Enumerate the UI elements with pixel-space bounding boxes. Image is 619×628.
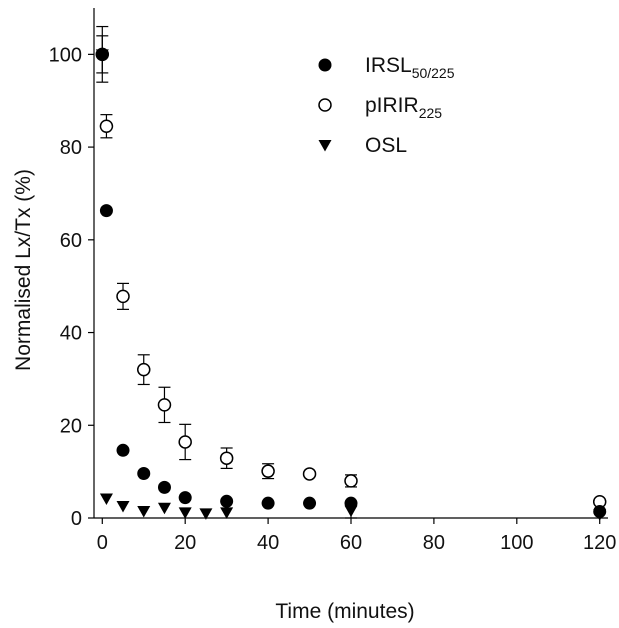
y-tick-label: 100 [49,44,82,66]
series-irsl [95,47,607,519]
data-point [99,119,114,133]
data-point [116,443,130,457]
x-tick-label: 120 [583,532,616,554]
y-tick-label: 20 [60,415,82,437]
legend-marker [318,58,332,72]
x-tick-label: 20 [174,532,196,554]
x-tick-label: 100 [500,532,533,554]
series-osl [95,25,607,521]
data-point [157,502,171,515]
data-point [220,494,234,508]
x-tick-label: 40 [257,532,279,554]
y-axis-label: Normalised Lx/Tx (%) [12,169,35,371]
data-point [199,508,213,520]
data-point [137,466,151,480]
data-point [261,496,275,510]
data-point [137,506,151,518]
data-point [178,435,192,449]
data-point [219,451,234,465]
data-point [178,491,192,505]
data-point [136,362,151,377]
legend-label: OSL [365,134,407,157]
data-point [157,480,171,494]
legend-marker [318,98,332,112]
series-pirir [95,35,607,509]
x-tick-label: 60 [340,532,362,554]
axes: 0 20 40 60 80 100 120 0 20 40 60 80 100 [49,8,616,554]
data-point [116,289,130,304]
data-point [303,496,317,510]
x-tick-label: 80 [423,532,445,554]
legend-label: pIRIR225 [365,94,442,121]
data-point [99,493,113,506]
y-tick-label: 40 [60,323,82,345]
y-tick-label: 80 [60,137,82,159]
data-point [99,204,113,218]
y-tick-label: 60 [60,230,82,252]
data-point [220,507,234,519]
legend-marker [318,140,332,152]
data-point [178,507,192,519]
data-point [116,500,130,513]
x-tick-label: 0 [97,532,108,554]
data-point [302,467,317,481]
data-point [261,464,275,478]
data-point [593,505,607,519]
legend: IRSL50/225 pIRIR225 OSL [318,54,455,157]
legend-label: IRSL50/225 [365,54,455,81]
data-marks [95,25,607,521]
data-point [95,47,109,61]
data-point [344,496,358,510]
x-axis-label: Time (minutes) [275,600,414,623]
data-point [344,474,358,488]
y-tick-label: 0 [71,508,82,530]
data-point [157,398,172,412]
